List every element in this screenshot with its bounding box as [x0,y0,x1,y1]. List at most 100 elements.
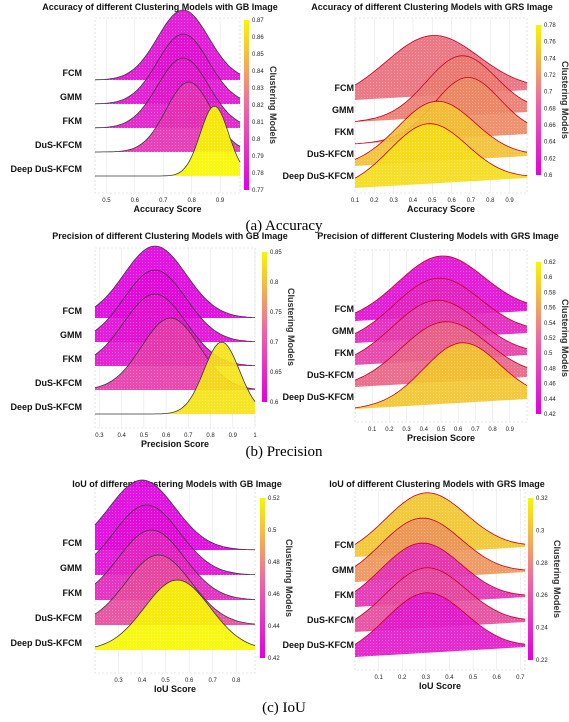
ridge-outline-dus-kfcm [94,554,256,625]
colorbar-tick-label: 0.83 [252,86,264,92]
caption-precision: (b) Precision [245,444,323,460]
x-tick-label: 0.7 [208,678,217,684]
y-category-label: DuS-KFCM [35,613,82,623]
colorbar-tick-label: 0.87 [252,18,264,24]
x-tick-label: 0.2 [385,427,394,433]
ridge-outline-fcm [354,492,526,545]
x-tick-label: 0.9 [505,198,514,204]
x-tick-label: 0.4 [420,427,429,433]
x-tick-label: 0.6 [162,433,171,439]
ridge-outline-fcm [94,245,256,318]
y-category-label: GMM [60,92,82,102]
y-category-label: FKM [335,348,355,358]
x-tick-label: 0.6 [492,675,501,681]
colorbar-tick-label: 0.3 [536,528,545,534]
colorbar-tick-label: 0.26 [536,593,548,599]
colorbar-tick-label: 0.6 [544,275,553,281]
ridge-outline-gmm [94,269,256,342]
x-tick-label: 0.1 [374,675,383,681]
y-category-label: Deep DuS-KFCM [283,171,355,181]
panel-iou-gb: 0.3 0.4 0.5 0.6 0.7 0.8 IoU of different Clust… [11,479,295,694]
x-tick-label: 0.2 [398,675,407,681]
x-tick-label: 0.7 [467,198,476,204]
x-tick-label: 0.8 [486,198,495,204]
panel-accuracy-grs: 0.1 0.2 0.3 0.4 0.5 0.6 0.7 0.8 0.9 Accuracy of d… [283,2,569,214]
colorbar-tick-label: 0.58 [544,290,556,296]
x-tick-label: 0.4 [117,433,126,439]
ridge-outline-gmm [354,277,528,334]
colorbar-tick-label: 0.42 [268,656,280,662]
ridge-texture [355,123,527,188]
colorbar-tick-label: 0.64 [544,140,556,146]
colorbar-tick-label: 0.5 [544,351,553,357]
y-category-label: GMM [60,563,82,573]
colorbar-tick-label: 0.48 [544,366,556,372]
x-tick-label: 0.7 [516,675,525,681]
y-category-label: DuS-KFCM [35,140,82,150]
y-category-label: GMM [332,565,354,575]
colorbar-tick-label: 0.42 [544,412,556,418]
x-axis-label: IoU Score [419,681,461,691]
x-tick-label: 0.5 [140,433,149,439]
colorbar-tick-label: 0.32 [536,496,548,502]
y-category-label: FKM [63,588,83,598]
x-tick-label: 0.5 [161,678,170,684]
colorbar-tick-label: 0.76 [544,40,556,46]
colorbar-tick-label: 0.6 [270,400,279,406]
panel-precision-gb: 0.3 0.4 0.5 0.6 0.7 0.8 0.9 1 Precision of diffe… [11,231,297,449]
ridge-outline-fkm [94,57,241,129]
x-axis-label: Accuracy Score [133,204,201,214]
panel-title: Accuracy of different Clustering Models … [311,2,553,12]
ridge-outline-fcm [354,255,528,314]
x-tick-label: 0.7 [471,427,480,433]
x-tick-label: 0.3 [402,427,411,433]
ridge-texture [355,342,527,409]
colorbar-tick-label: 0.5 [268,528,277,534]
y-category-label: DuS-KFCM [307,149,354,159]
x-tick-label: 0.5 [102,198,111,204]
colorbar [244,20,249,190]
x-tick-label: 0.6 [454,427,463,433]
x-tick-label: 0.9 [506,427,515,433]
colorbar-tick-label: 0.72 [544,73,556,79]
colorbar-tick-label: 0.8 [252,137,261,143]
x-axis-label: Accuracy Score [407,204,475,214]
colorbar-title: Clustering Models [552,540,562,618]
colorbar-tick-label: 0.8 [270,280,279,286]
x-tick-label: 0.9 [229,433,238,439]
y-category-label: Deep DuS-KFCM [11,638,83,648]
colorbar-tick-label: 0.46 [544,382,556,388]
ridge-outline-deep-dus-kfcm [354,342,528,409]
ridge-outline-fkm [354,77,528,145]
x-tick-label: 0.1 [368,427,377,433]
panel-title: Accuracy of different Clustering Models … [42,2,278,12]
colorbar [528,498,533,660]
colorbar-tick-label: 0.79 [252,154,264,160]
colorbar-tick-label: 0.24 [536,626,548,632]
ridge-outline-gmm [354,517,526,571]
y-category-label: DuS-KFCM [307,615,354,625]
x-axis-label: Precision Score [141,439,209,449]
panel-precision-grs: 0.1 0.2 0.3 0.4 0.5 0.6 0.7 0.8 0.9 Precision of … [283,231,569,443]
colorbar-tick-label: 0.56 [544,306,556,312]
y-category-label: FCM [335,304,355,314]
colorbar-tick-label: 0.84 [252,69,264,75]
panel-title: Precision of different Clustering Models… [317,231,559,241]
x-tick-label: 0.5 [437,427,446,433]
colorbar-tick-label: 0.44 [268,624,280,630]
panel-accuracy-gb: 0.5 0.6 0.7 0.8 0.9 Accuracy of different Clu… [11,2,279,214]
ridge-outline-deep-dus-kfcm [354,592,526,645]
x-tick-label: 0.3 [114,678,123,684]
colorbar-tick-label: 0.46 [268,592,280,598]
ridge-outline-gmm [94,33,241,105]
x-tick-label: 0.8 [206,433,215,439]
panel-title: IoU of different Clustering Models with … [329,479,545,489]
x-tick-label: 0.6 [447,198,456,204]
colorbar-tick-label: 0.54 [544,321,556,327]
colorbar-tick-label: 0.85 [252,52,264,58]
x-tick-label: 0.8 [488,427,497,433]
y-category-label: FKM [63,116,83,126]
colorbar-tick-label: 0.44 [544,397,556,403]
x-tick-label: 0.6 [185,678,194,684]
x-tick-label: 0.3 [95,433,104,439]
